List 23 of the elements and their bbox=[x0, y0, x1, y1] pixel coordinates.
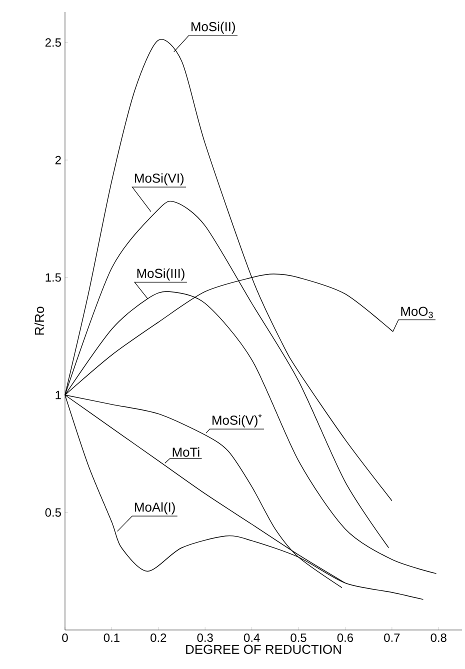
series-label: MoSi(VI) bbox=[135, 173, 184, 186]
x-tick-label: 0.6 bbox=[337, 634, 354, 642]
x-tick-label: 0.2 bbox=[150, 634, 166, 642]
series-label: MoO$_{3}$ bbox=[401, 306, 433, 318]
series-label: MoSi(III) bbox=[137, 268, 184, 281]
x-tick-label: 0.4 bbox=[244, 634, 260, 642]
y-axis-title: R/Ro bbox=[34, 306, 44, 335]
x-tick-label: 0.1 bbox=[104, 634, 120, 642]
x-tick-label: 0.5 bbox=[290, 634, 306, 642]
series-label: MoTi bbox=[172, 447, 200, 457]
y-tick-label: 2.5 bbox=[45, 38, 61, 47]
y-tick-label: 1.5 bbox=[46, 273, 61, 282]
x-tick-label: 0.3 bbox=[197, 634, 213, 642]
series-label: MoSi(II) bbox=[192, 22, 235, 34]
x-tick-label: 0.8 bbox=[430, 634, 446, 642]
series-label: MoSi(V)$^{*}$ bbox=[212, 414, 262, 428]
y-tick-label: 2 bbox=[55, 156, 61, 164]
x-tick-label: 0.7 bbox=[384, 634, 400, 642]
x-tick-label: 0 bbox=[62, 634, 68, 642]
y-tick-label: 0.5 bbox=[45, 508, 61, 517]
series-label: MoAl(I) bbox=[135, 502, 175, 514]
x-axis-title: DEGREE OF REDUCTION bbox=[186, 644, 341, 654]
y-tick-label: 1 bbox=[56, 390, 61, 400]
